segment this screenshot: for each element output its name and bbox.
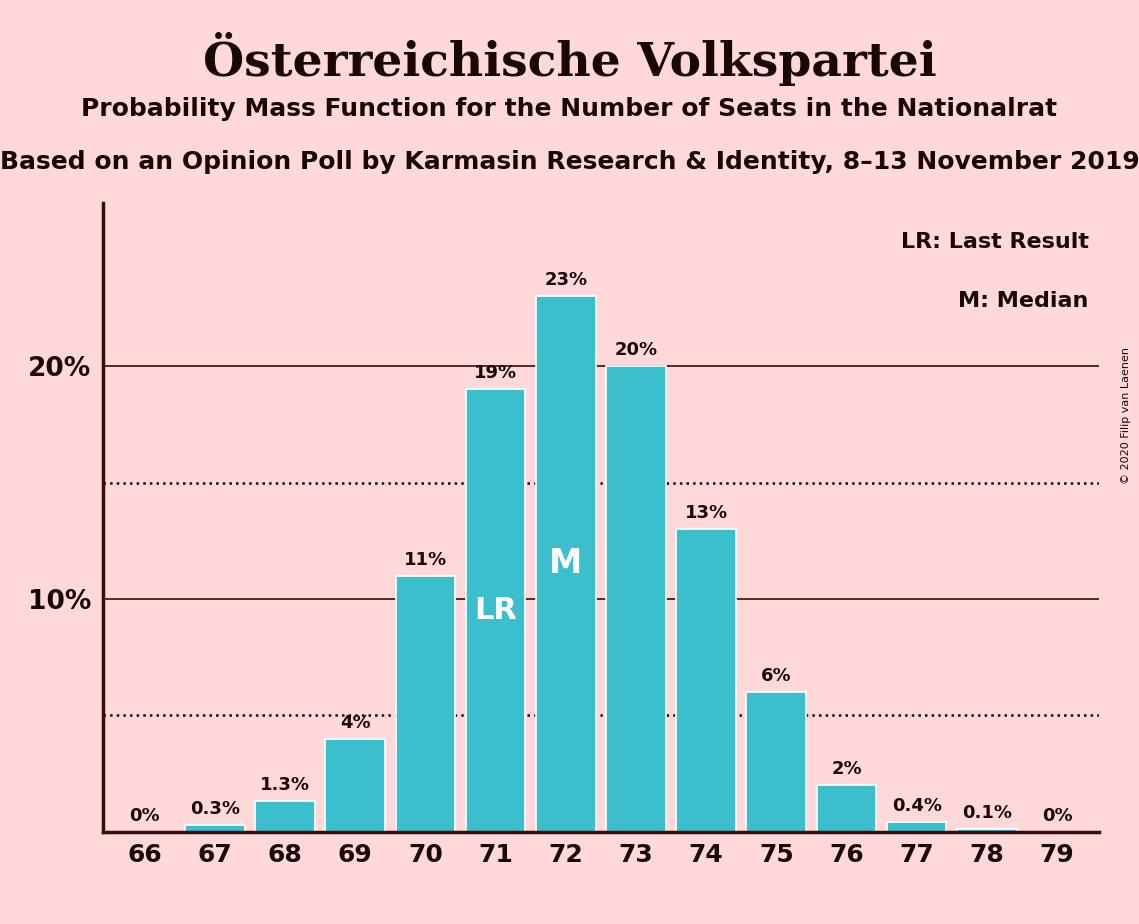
Text: Österreichische Volkspartei: Österreichische Volkspartei (203, 32, 936, 86)
Text: © 2020 Filip van Laenen: © 2020 Filip van Laenen (1121, 347, 1131, 484)
Text: 23%: 23% (544, 272, 588, 289)
Text: 4%: 4% (339, 713, 370, 732)
Bar (326, 738, 385, 832)
Text: Based on an Opinion Poll by Karmasin Research & Identity, 8–13 November 2019: Based on an Opinion Poll by Karmasin Res… (0, 150, 1139, 174)
Text: 0.3%: 0.3% (190, 799, 240, 818)
Bar (185, 824, 245, 832)
Bar (677, 529, 736, 832)
Text: 20%: 20% (614, 341, 657, 359)
Text: Probability Mass Function for the Number of Seats in the Nationalrat: Probability Mass Function for the Number… (81, 97, 1058, 121)
Text: 1.3%: 1.3% (260, 776, 310, 795)
Bar (606, 366, 665, 832)
Bar (957, 829, 1017, 832)
Text: M: M (549, 548, 582, 580)
Text: 13%: 13% (685, 505, 728, 522)
Text: 2%: 2% (831, 760, 862, 778)
Bar (395, 576, 456, 832)
Text: LR: LR (474, 596, 517, 625)
Text: 19%: 19% (474, 364, 517, 383)
Bar (746, 692, 806, 832)
Text: M: Median: M: Median (958, 291, 1089, 311)
Bar (466, 389, 525, 832)
Bar (817, 785, 876, 832)
Bar (887, 822, 947, 832)
Text: LR: Last Result: LR: Last Result (901, 232, 1089, 251)
Bar (255, 801, 314, 832)
Text: 0.4%: 0.4% (892, 797, 942, 815)
Text: 11%: 11% (404, 551, 446, 568)
Text: 0%: 0% (1042, 807, 1072, 824)
Text: 0%: 0% (130, 807, 159, 824)
Bar (536, 297, 596, 832)
Text: 6%: 6% (761, 667, 792, 685)
Text: 0.1%: 0.1% (961, 804, 1011, 822)
